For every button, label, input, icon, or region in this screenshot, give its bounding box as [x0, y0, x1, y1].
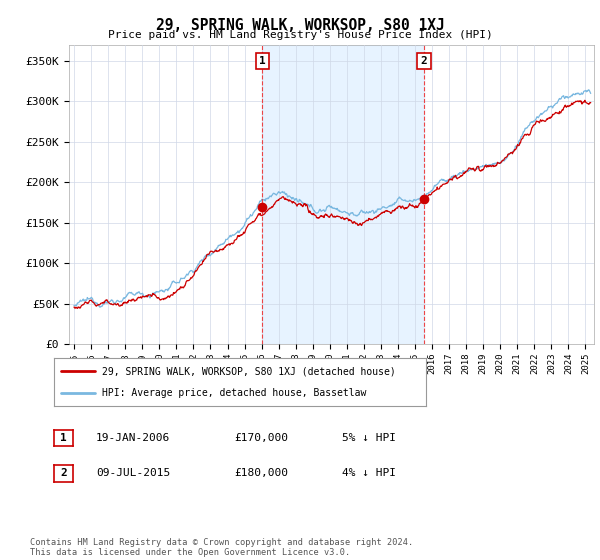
Text: 1: 1: [259, 56, 266, 66]
Text: 4% ↓ HPI: 4% ↓ HPI: [342, 468, 396, 478]
Text: 2: 2: [60, 468, 67, 478]
Text: 1: 1: [60, 433, 67, 443]
Text: HPI: Average price, detached house, Bassetlaw: HPI: Average price, detached house, Bass…: [103, 388, 367, 398]
Text: £170,000: £170,000: [234, 433, 288, 443]
Text: 2: 2: [421, 56, 427, 66]
Text: 5% ↓ HPI: 5% ↓ HPI: [342, 433, 396, 443]
Text: 29, SPRING WALK, WORKSOP, S80 1XJ: 29, SPRING WALK, WORKSOP, S80 1XJ: [155, 18, 445, 33]
Text: 29, SPRING WALK, WORKSOP, S80 1XJ (detached house): 29, SPRING WALK, WORKSOP, S80 1XJ (detac…: [103, 366, 396, 376]
Text: £180,000: £180,000: [234, 468, 288, 478]
Text: 09-JUL-2015: 09-JUL-2015: [96, 468, 170, 478]
Text: 19-JAN-2006: 19-JAN-2006: [96, 433, 170, 443]
Text: Price paid vs. HM Land Registry's House Price Index (HPI): Price paid vs. HM Land Registry's House …: [107, 30, 493, 40]
Text: Contains HM Land Registry data © Crown copyright and database right 2024.
This d: Contains HM Land Registry data © Crown c…: [30, 538, 413, 557]
Bar: [262, 45, 424, 344]
